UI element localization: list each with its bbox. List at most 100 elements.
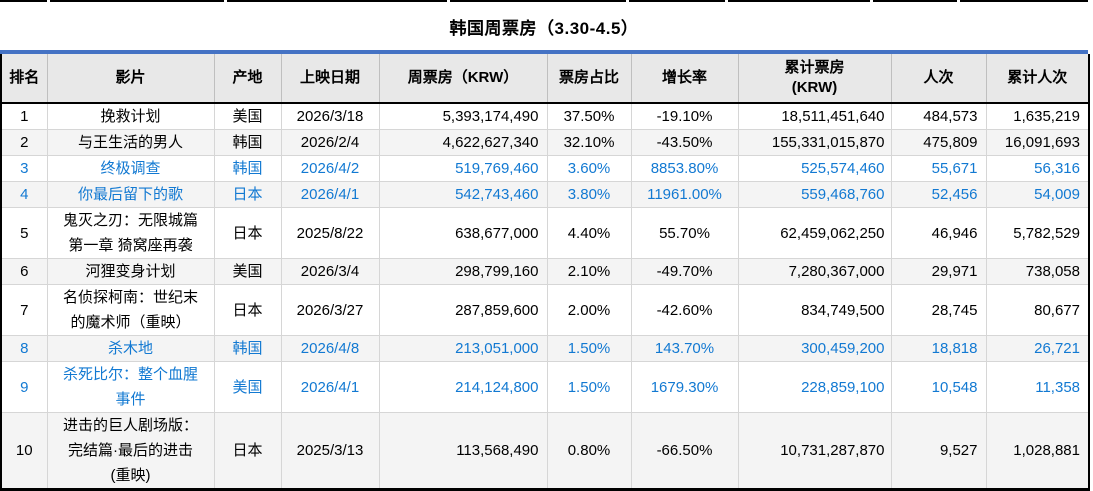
cell-date[interactable]: 2026/3/27: [281, 284, 380, 336]
cell-rank[interactable]: 7: [1, 284, 48, 336]
cell-cume_admissions[interactable]: 5,782,529: [986, 207, 1089, 259]
cell-cume_admissions[interactable]: 1,635,219: [986, 103, 1089, 130]
cell-cume[interactable]: 155,331,015,870: [738, 129, 892, 156]
cell-cume_admissions[interactable]: 1,028,881: [986, 412, 1089, 490]
cell-weekly[interactable]: 542,743,460: [379, 181, 548, 208]
cell-date[interactable]: 2026/3/18: [281, 103, 380, 130]
cell-film[interactable]: 鬼灭之刃：无限城篇 第一章 猗窝座再袭: [47, 207, 215, 259]
cell-film[interactable]: 河狸变身计划: [47, 258, 215, 285]
cell-origin[interactable]: 日本: [214, 284, 282, 336]
cell-cume[interactable]: 62,459,062,250: [738, 207, 892, 259]
cell-cume_admissions[interactable]: 11,358: [986, 361, 1089, 413]
cell-admissions[interactable]: 484,573: [891, 103, 987, 130]
cell-share[interactable]: 1.50%: [547, 335, 632, 362]
cell-origin[interactable]: 美国: [214, 361, 282, 413]
cell-weekly[interactable]: 519,769,460: [379, 155, 548, 182]
cell-origin[interactable]: 美国: [214, 103, 282, 130]
cell-film[interactable]: 名侦探柯南：世纪末 的魔术师（重映）: [47, 284, 215, 336]
cell-rank[interactable]: 1: [1, 103, 48, 130]
cell-film[interactable]: 终极调查: [47, 155, 215, 182]
cell-origin[interactable]: 韩国: [214, 129, 282, 156]
cell-weekly[interactable]: 5,393,174,490: [379, 103, 548, 130]
cell-share[interactable]: 32.10%: [547, 129, 632, 156]
cell-cume[interactable]: 525,574,460: [738, 155, 892, 182]
col-header-rank[interactable]: 排名: [1, 54, 48, 104]
cell-origin[interactable]: 美国: [214, 258, 282, 285]
cell-origin[interactable]: 日本: [214, 412, 282, 490]
col-header-film[interactable]: 影片: [47, 54, 215, 104]
cell-share[interactable]: 3.60%: [547, 155, 632, 182]
cell-cume_admissions[interactable]: 16,091,693: [986, 129, 1089, 156]
cell-cume[interactable]: 834,749,500: [738, 284, 892, 336]
cell-rank[interactable]: 2: [1, 129, 48, 156]
col-header-weekly[interactable]: 周票房（KRW）: [379, 54, 548, 104]
cell-admissions[interactable]: 475,809: [891, 129, 987, 156]
cell-film[interactable]: 杀死比尔：整个血腥 事件: [47, 361, 215, 413]
cell-rank[interactable]: 6: [1, 258, 48, 285]
cell-admissions[interactable]: 55,671: [891, 155, 987, 182]
cell-rank[interactable]: 8: [1, 335, 48, 362]
cell-share[interactable]: 2.00%: [547, 284, 632, 336]
cell-growth[interactable]: 8853.80%: [631, 155, 739, 182]
cell-date[interactable]: 2026/4/2: [281, 155, 380, 182]
cell-weekly[interactable]: 113,568,490: [379, 412, 548, 490]
cell-share[interactable]: 3.80%: [547, 181, 632, 208]
cell-admissions[interactable]: 46,946: [891, 207, 987, 259]
cell-admissions[interactable]: 18,818: [891, 335, 987, 362]
cell-rank[interactable]: 5: [1, 207, 48, 259]
cell-admissions[interactable]: 29,971: [891, 258, 987, 285]
cell-weekly[interactable]: 638,677,000: [379, 207, 548, 259]
cell-date[interactable]: 2026/4/1: [281, 181, 380, 208]
cell-growth[interactable]: 143.70%: [631, 335, 739, 362]
col-header-origin[interactable]: 产地: [214, 54, 282, 104]
col-header-date[interactable]: 上映日期: [281, 54, 380, 104]
cell-share[interactable]: 4.40%: [547, 207, 632, 259]
cell-growth[interactable]: -43.50%: [631, 129, 739, 156]
cell-date[interactable]: 2026/4/8: [281, 335, 380, 362]
cell-admissions[interactable]: 9,527: [891, 412, 987, 490]
cell-cume_admissions[interactable]: 54,009: [986, 181, 1089, 208]
cell-rank[interactable]: 3: [1, 155, 48, 182]
cell-date[interactable]: 2025/8/22: [281, 207, 380, 259]
cell-date[interactable]: 2026/2/4: [281, 129, 380, 156]
cell-origin[interactable]: 韩国: [214, 155, 282, 182]
cell-cume[interactable]: 559,468,760: [738, 181, 892, 208]
cell-admissions[interactable]: 28,745: [891, 284, 987, 336]
cell-admissions[interactable]: 10,548: [891, 361, 987, 413]
cell-cume_admissions[interactable]: 80,677: [986, 284, 1089, 336]
cell-cume[interactable]: 300,459,200: [738, 335, 892, 362]
cell-share[interactable]: 2.10%: [547, 258, 632, 285]
cell-film[interactable]: 进击的巨人剧场版： 完结篇·最后的进击 (重映): [47, 412, 215, 490]
cell-film[interactable]: 杀木地: [47, 335, 215, 362]
cell-growth[interactable]: 55.70%: [631, 207, 739, 259]
cell-share[interactable]: 1.50%: [547, 361, 632, 413]
cell-film[interactable]: 挽救计划: [47, 103, 215, 130]
cell-growth[interactable]: -66.50%: [631, 412, 739, 490]
cell-cume[interactable]: 228,859,100: [738, 361, 892, 413]
col-header-cume[interactable]: 累计票房 (KRW): [738, 54, 892, 104]
cell-cume_admissions[interactable]: 56,316: [986, 155, 1089, 182]
col-header-growth[interactable]: 增长率: [631, 54, 739, 104]
cell-growth[interactable]: 1679.30%: [631, 361, 739, 413]
cell-share[interactable]: 0.80%: [547, 412, 632, 490]
cell-origin[interactable]: 日本: [214, 181, 282, 208]
cell-film[interactable]: 与王生活的男人: [47, 129, 215, 156]
cell-weekly[interactable]: 298,799,160: [379, 258, 548, 285]
col-header-admissions[interactable]: 人次: [891, 54, 987, 104]
cell-date[interactable]: 2026/4/1: [281, 361, 380, 413]
cell-growth[interactable]: 11961.00%: [631, 181, 739, 208]
cell-cume[interactable]: 18,511,451,640: [738, 103, 892, 130]
cell-weekly[interactable]: 214,124,800: [379, 361, 548, 413]
cell-cume[interactable]: 7,280,367,000: [738, 258, 892, 285]
cell-growth[interactable]: -49.70%: [631, 258, 739, 285]
cell-cume[interactable]: 10,731,287,870: [738, 412, 892, 490]
cell-share[interactable]: 37.50%: [547, 103, 632, 130]
col-header-cume_admissions[interactable]: 累计人次: [986, 54, 1089, 104]
cell-date[interactable]: 2026/3/4: [281, 258, 380, 285]
cell-rank[interactable]: 9: [1, 361, 48, 413]
cell-weekly[interactable]: 4,622,627,340: [379, 129, 548, 156]
cell-origin[interactable]: 韩国: [214, 335, 282, 362]
cell-film[interactable]: 你最后留下的歌: [47, 181, 215, 208]
cell-rank[interactable]: 4: [1, 181, 48, 208]
cell-date[interactable]: 2025/3/13: [281, 412, 380, 490]
